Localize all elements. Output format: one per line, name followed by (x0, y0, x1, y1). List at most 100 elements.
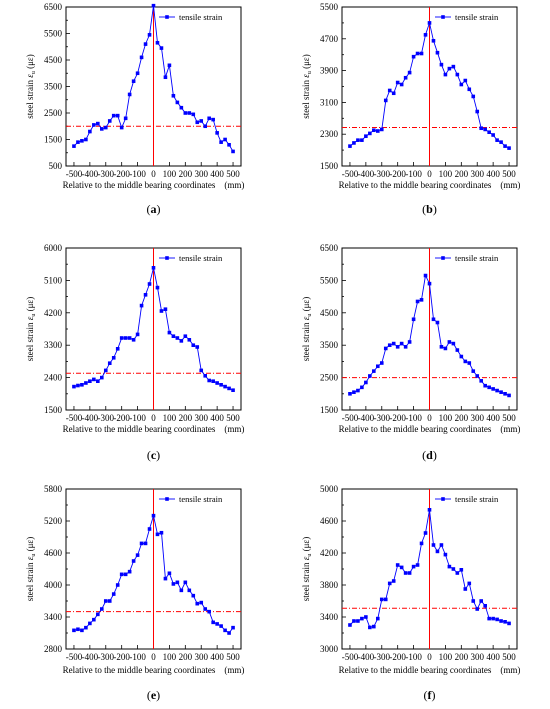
x-tick-label: 100 (163, 169, 177, 179)
data-point (131, 559, 136, 563)
panel-label: (f) (424, 688, 436, 702)
data-point (72, 628, 76, 633)
data-point (507, 393, 511, 398)
data-point (84, 625, 88, 630)
data-point (447, 564, 452, 569)
data-point (147, 33, 152, 37)
data-point (107, 119, 112, 123)
legend-marker (441, 497, 445, 501)
data-point (123, 572, 128, 577)
y-tick-label: 5500 (320, 2, 339, 12)
data-point (479, 126, 484, 131)
x-tick-label: 500 (502, 169, 516, 179)
data-point (215, 381, 219, 385)
data-point (199, 600, 204, 605)
data-point (399, 82, 404, 87)
data-point (467, 581, 472, 586)
y-tick-label: 4600 (44, 548, 63, 558)
x-tick-label: -100 (405, 413, 422, 423)
data-point (391, 579, 396, 583)
data-point (191, 593, 196, 598)
data-point (211, 620, 215, 625)
legend-marker (165, 497, 169, 501)
data-point (360, 138, 364, 142)
data-point (427, 281, 432, 286)
data-point (463, 587, 468, 591)
data-point (179, 588, 184, 593)
data-point (147, 527, 152, 531)
data-point (423, 273, 428, 278)
x-tick-label: -100 (405, 652, 422, 662)
data-point (483, 604, 487, 608)
panel-label: (c) (147, 448, 160, 462)
data-point (443, 552, 448, 557)
data-point (403, 345, 408, 349)
y-tick-label: 6000 (44, 243, 63, 253)
data-point (115, 113, 120, 118)
data-point (183, 111, 188, 115)
data-point (407, 70, 412, 75)
legend-label: tensile strain (179, 12, 223, 22)
legend-marker (441, 256, 445, 260)
data-point (395, 345, 400, 349)
data-point (88, 621, 92, 626)
y-axis-title: steel strain εu (με) (25, 537, 37, 601)
data-point (383, 346, 388, 351)
data-point (99, 375, 104, 380)
data-point (143, 293, 148, 297)
data-point (80, 628, 84, 633)
x-tick-label: -500 (66, 169, 83, 179)
y-tick-label: 3500 (320, 340, 339, 350)
data-point (135, 553, 140, 557)
data-point (451, 64, 456, 69)
data-point (179, 105, 184, 110)
x-tick-label: -100 (129, 652, 146, 662)
x-tick-label: -200 (389, 169, 406, 179)
data-point (364, 134, 368, 138)
data-point (375, 616, 380, 621)
data-point (403, 75, 408, 80)
data-point (419, 298, 424, 302)
data-point (92, 377, 96, 382)
data-point (383, 597, 388, 602)
y-tick-label: 5800 (44, 484, 63, 494)
data-point (487, 130, 491, 135)
y-tick-label: 1500 (320, 161, 339, 171)
y-tick-label: 6500 (44, 2, 63, 12)
x-tick-label: -500 (66, 652, 83, 662)
data-point (227, 386, 231, 391)
data-point (491, 616, 495, 621)
data-point (92, 123, 96, 127)
data-point (475, 374, 480, 378)
y-tick-label: 1500 (320, 405, 339, 415)
legend-label: tensile strain (455, 253, 499, 263)
data-point (419, 541, 424, 546)
y-tick-label: 2400 (44, 373, 63, 383)
data-point (211, 117, 215, 122)
data-point (199, 368, 204, 373)
x-tick-label: 0 (427, 169, 432, 179)
y-tick-label: 4600 (320, 516, 339, 526)
data-point (455, 348, 460, 352)
data-point (499, 619, 503, 623)
data-point (487, 616, 491, 621)
data-point (139, 303, 144, 308)
data-point (447, 340, 452, 344)
data-point (84, 137, 88, 142)
data-point (203, 607, 208, 611)
x-tick-label: 400 (486, 169, 500, 179)
panel-label: (a) (147, 202, 161, 216)
data-point (131, 338, 136, 342)
data-point (159, 46, 164, 50)
y-tick-label: 4200 (44, 308, 63, 318)
x-tick-label: -200 (113, 413, 130, 423)
data-point (411, 317, 416, 322)
data-point (352, 390, 356, 394)
data-point (423, 531, 428, 535)
data-point (115, 347, 120, 351)
x-tick-label: -200 (389, 413, 406, 423)
data-point (427, 508, 432, 512)
data-point (211, 379, 215, 383)
data-point (119, 572, 124, 577)
